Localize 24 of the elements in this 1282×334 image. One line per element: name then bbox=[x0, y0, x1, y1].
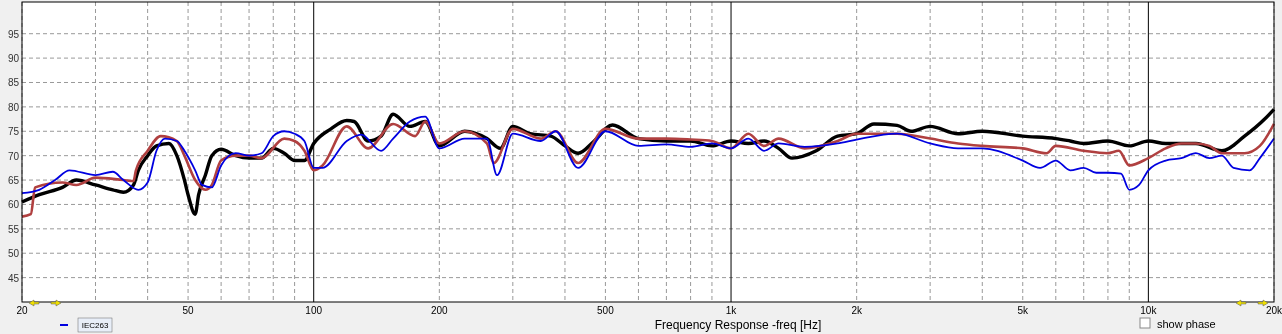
y-tick-label: 85 bbox=[7, 77, 20, 89]
y-tick-label: 60 bbox=[7, 199, 20, 211]
x-tick-label: 1k bbox=[725, 305, 738, 316]
x-tick-label: 200 bbox=[430, 305, 449, 316]
y-tick-label: 95 bbox=[7, 28, 20, 40]
legend-label: IEC263 bbox=[81, 321, 109, 330]
x-tick-label: 50 bbox=[182, 305, 195, 316]
x-tick-label: 2k bbox=[851, 305, 863, 316]
x-tick-label: 20 bbox=[16, 305, 28, 316]
x-tick-label: 5k bbox=[1017, 305, 1030, 316]
y-tick-label: 75 bbox=[7, 126, 20, 138]
x-axis-title: Frequency Response -freq [Hz] bbox=[654, 318, 822, 332]
x-tick-label: 20k bbox=[1265, 305, 1282, 316]
text: show phase bbox=[1157, 318, 1216, 330]
x-tick-label: 100 bbox=[305, 305, 323, 316]
y-tick-label: 70 bbox=[7, 150, 20, 162]
y-tick-label: 80 bbox=[7, 101, 20, 113]
x-tick-label: 10k bbox=[1140, 305, 1158, 316]
y-tick-label: 90 bbox=[7, 53, 20, 65]
y-tick-label: 65 bbox=[7, 175, 20, 187]
y-tick-label: 45 bbox=[7, 272, 20, 284]
y-tick-label: 55 bbox=[7, 223, 20, 235]
x-tick-label: 500 bbox=[597, 305, 615, 316]
y-tick-label: 50 bbox=[7, 248, 20, 260]
